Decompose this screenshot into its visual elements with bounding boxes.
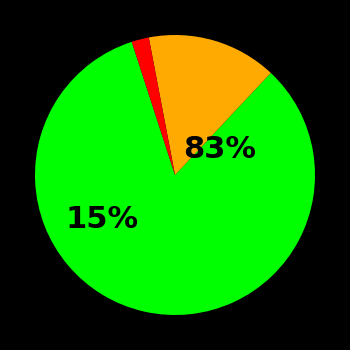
Text: 83%: 83%: [183, 135, 256, 164]
Text: 15%: 15%: [66, 205, 139, 234]
Wedge shape: [35, 42, 315, 315]
Wedge shape: [132, 37, 175, 175]
Wedge shape: [149, 35, 271, 175]
